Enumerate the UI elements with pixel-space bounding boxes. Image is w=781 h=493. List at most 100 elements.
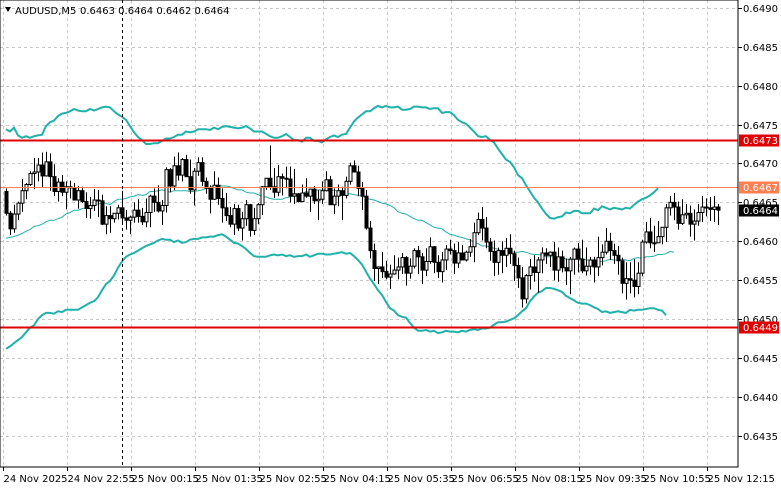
candle[interactable]: [328, 175, 333, 206]
candle[interactable]: [500, 241, 505, 274]
candle[interactable]: [332, 188, 337, 215]
candle[interactable]: [336, 184, 341, 207]
candle[interactable]: [44, 151, 49, 177]
candle[interactable]: [100, 194, 105, 225]
candle[interactable]: [628, 262, 633, 294]
candle[interactable]: [700, 196, 705, 222]
candle[interactable]: [452, 243, 457, 274]
candle[interactable]: [52, 164, 57, 197]
candle[interactable]: [148, 194, 153, 228]
candle[interactable]: [4, 188, 9, 216]
candle[interactable]: [576, 242, 581, 273]
candle[interactable]: [624, 262, 629, 300]
candle[interactable]: [412, 248, 417, 269]
candle[interactable]: [172, 156, 177, 190]
candle[interactable]: [440, 252, 445, 283]
candle[interactable]: [492, 240, 497, 277]
candle[interactable]: [416, 245, 421, 274]
candle[interactable]: [216, 177, 221, 205]
candle[interactable]: [160, 200, 165, 225]
candle[interactable]: [108, 206, 113, 233]
candle[interactable]: [252, 207, 257, 236]
candle[interactable]: [612, 243, 617, 264]
candle[interactable]: [524, 273, 529, 304]
candle[interactable]: [604, 228, 609, 255]
candle[interactable]: [656, 221, 661, 244]
candle[interactable]: [432, 245, 437, 274]
candle[interactable]: [324, 171, 329, 192]
candle[interactable]: [32, 158, 37, 190]
candle[interactable]: [616, 245, 621, 275]
candle[interactable]: [40, 152, 45, 188]
candle[interactable]: [316, 189, 321, 221]
candle[interactable]: [680, 199, 685, 225]
candle[interactable]: [12, 204, 17, 233]
candle[interactable]: [96, 189, 101, 218]
candle[interactable]: [696, 203, 701, 226]
candle[interactable]: [20, 179, 25, 212]
candle[interactable]: [464, 250, 469, 262]
candle[interactable]: [88, 196, 93, 219]
candle[interactable]: [136, 199, 141, 223]
candle[interactable]: [460, 245, 465, 261]
candle[interactable]: [268, 145, 273, 190]
candle[interactable]: [428, 237, 433, 264]
candle[interactable]: [296, 193, 301, 203]
candle[interactable]: [164, 167, 169, 213]
candle[interactable]: [248, 203, 253, 237]
candle[interactable]: [204, 177, 209, 194]
candle[interactable]: [156, 185, 161, 213]
candle[interactable]: [140, 207, 145, 225]
candle[interactable]: [632, 259, 637, 298]
candle[interactable]: [668, 196, 673, 216]
candle[interactable]: [112, 212, 117, 223]
candle[interactable]: [620, 257, 625, 294]
candle[interactable]: [448, 239, 453, 255]
candle[interactable]: [692, 209, 697, 241]
candle[interactable]: [376, 266, 381, 285]
candle[interactable]: [672, 193, 677, 221]
candle[interactable]: [504, 238, 509, 267]
candle[interactable]: [180, 158, 185, 182]
candle[interactable]: [472, 222, 477, 263]
candle[interactable]: [480, 207, 485, 241]
candle[interactable]: [660, 226, 665, 245]
candle[interactable]: [260, 186, 265, 215]
candle[interactable]: [128, 215, 133, 235]
candle[interactable]: [16, 201, 21, 221]
candle[interactable]: [168, 168, 173, 193]
candle[interactable]: [484, 217, 489, 249]
candle[interactable]: [280, 173, 285, 196]
candle[interactable]: [496, 247, 501, 275]
candle[interactable]: [476, 212, 481, 236]
candle[interactable]: [196, 157, 201, 176]
candle[interactable]: [540, 247, 545, 274]
candle[interactable]: [92, 189, 97, 211]
candle[interactable]: [688, 205, 693, 237]
candle[interactable]: [704, 198, 709, 217]
candle[interactable]: [548, 251, 553, 267]
candle[interactable]: [528, 259, 533, 290]
candle[interactable]: [488, 238, 493, 261]
candle[interactable]: [152, 188, 157, 212]
candle[interactable]: [256, 203, 261, 225]
candle[interactable]: [176, 152, 181, 181]
candle[interactable]: [192, 168, 197, 206]
candle[interactable]: [652, 225, 657, 253]
candle[interactable]: [388, 264, 393, 289]
candle[interactable]: [516, 257, 521, 288]
candle[interactable]: [424, 248, 429, 277]
candle[interactable]: [408, 258, 413, 279]
candle[interactable]: [240, 211, 245, 241]
candle[interactable]: [340, 186, 345, 221]
candle[interactable]: [584, 247, 589, 276]
candle[interactable]: [384, 260, 389, 280]
candle[interactable]: [124, 210, 129, 230]
candle[interactable]: [536, 256, 541, 293]
candle[interactable]: [684, 203, 689, 219]
candle[interactable]: [228, 207, 233, 228]
candle[interactable]: [208, 185, 213, 214]
candle[interactable]: [456, 242, 461, 268]
